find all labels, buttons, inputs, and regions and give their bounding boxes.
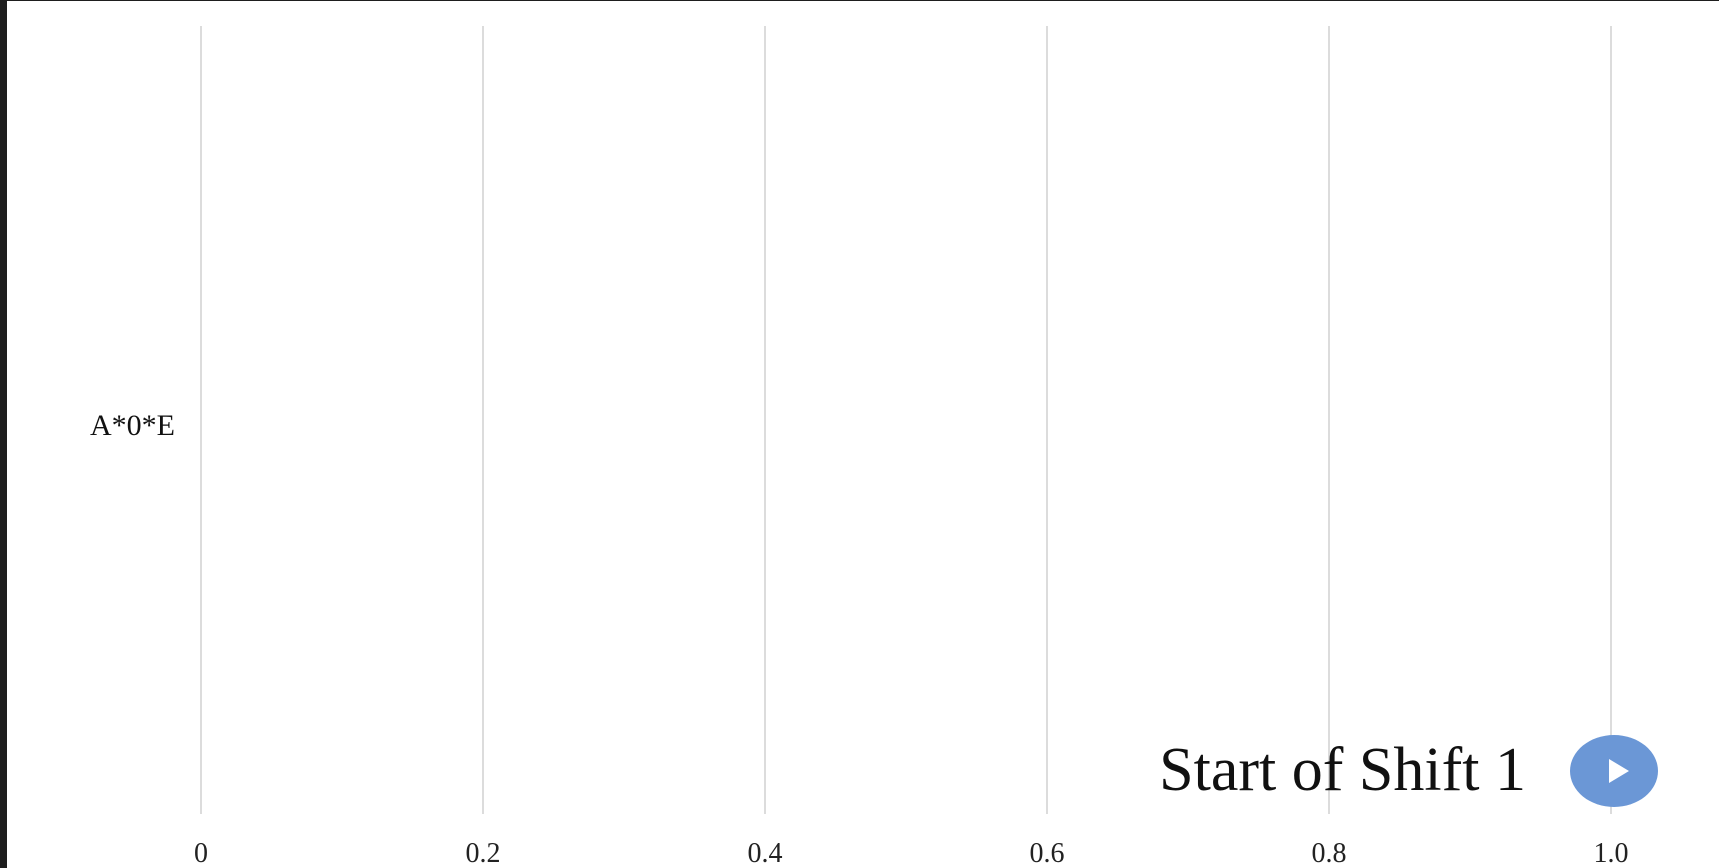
gridlines bbox=[200, 26, 1612, 814]
chart-frame bbox=[7, 1, 1719, 868]
x-axis-ticks: 0 0.2 0.4 0.6 0.8 1.0 bbox=[194, 838, 1629, 868]
shift-label: Start of Shift 1 bbox=[1159, 736, 1526, 804]
y-axis-categories: A*0*E bbox=[90, 409, 175, 442]
category-label: A*0*E bbox=[90, 409, 175, 442]
x-tick-label: 0.6 bbox=[1030, 838, 1065, 868]
x-tick-label: 0.2 bbox=[466, 838, 501, 868]
x-tick-label: 0.8 bbox=[1312, 838, 1347, 868]
play-icon bbox=[1609, 759, 1629, 783]
x-tick-label: 0.4 bbox=[748, 838, 783, 868]
play-button[interactable] bbox=[1570, 735, 1658, 807]
x-tick-label: 0 bbox=[194, 838, 208, 868]
x-tick-label: 1.0 bbox=[1594, 838, 1629, 868]
